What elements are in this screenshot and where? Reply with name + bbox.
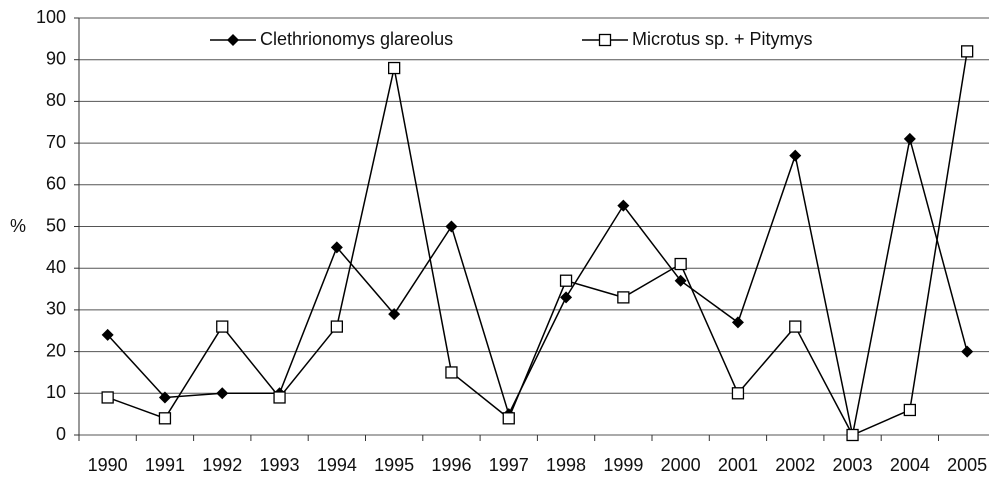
data-point [387, 61, 401, 75]
legend-label: Clethrionomys glareolus [260, 29, 453, 49]
y-tick-label: 0 [56, 424, 66, 444]
x-tick-label: 2001 [718, 455, 758, 475]
x-tick-label: 2000 [661, 455, 701, 475]
data-point [617, 291, 630, 304]
x-tick-label: 1992 [202, 455, 242, 475]
y-axis-label: % [10, 216, 26, 236]
data-point [559, 274, 573, 287]
legend-marker [598, 33, 612, 47]
y-tick-label: 100 [36, 7, 66, 27]
x-tick-label: 2002 [775, 455, 815, 475]
x-tick-label: 2003 [833, 455, 873, 475]
data-point [961, 345, 974, 358]
x-tick-label: 1991 [145, 455, 185, 475]
series-line [107, 138, 968, 436]
data-point [674, 257, 687, 271]
y-tick-label: 60 [46, 174, 66, 194]
data-point [388, 308, 401, 321]
legend-label: Microtus sp. + Pitymys [632, 29, 813, 49]
data-point [216, 387, 229, 400]
y-tick-label: 80 [46, 90, 66, 110]
x-tick-label: 1998 [546, 455, 586, 475]
y-tick-label: 20 [46, 340, 66, 360]
series-line [107, 51, 968, 436]
data-point [903, 403, 916, 417]
x-tick-label: 1997 [489, 455, 529, 475]
y-tick-label: 10 [46, 382, 66, 402]
data-point [330, 320, 344, 333]
y-tick-label: 40 [46, 257, 66, 277]
data-point [674, 274, 687, 287]
y-tick-label: 30 [46, 299, 66, 319]
data-point [273, 391, 286, 404]
data-point [445, 366, 458, 379]
data-point [789, 320, 802, 333]
data-point [502, 412, 515, 425]
x-tick-label: 1996 [431, 455, 471, 475]
data-point [158, 391, 171, 404]
data-point [101, 328, 114, 341]
data-point [846, 428, 859, 442]
data-point [330, 241, 343, 254]
x-tick-label: 1993 [260, 455, 300, 475]
data-point [789, 149, 802, 162]
data-point [731, 316, 744, 329]
data-point [158, 412, 172, 425]
x-tick-label: 1990 [88, 455, 128, 475]
x-tick-label: 2005 [947, 455, 987, 475]
legend-marker [227, 34, 239, 46]
data-point [903, 132, 916, 145]
x-tick-label: 1994 [317, 455, 357, 475]
x-tick-label: 1999 [603, 455, 643, 475]
data-point [101, 391, 114, 404]
x-tick-label: 1995 [374, 455, 414, 475]
data-point [560, 291, 573, 304]
y-tick-label: 50 [46, 215, 66, 235]
data-point [731, 387, 745, 400]
y-tick-label: 90 [46, 48, 66, 68]
y-tick-label: 70 [46, 132, 66, 152]
x-tick-label: 2004 [890, 455, 930, 475]
data-point [961, 45, 974, 58]
data-point [445, 220, 458, 233]
data-point [216, 320, 229, 333]
data-point [617, 199, 630, 212]
